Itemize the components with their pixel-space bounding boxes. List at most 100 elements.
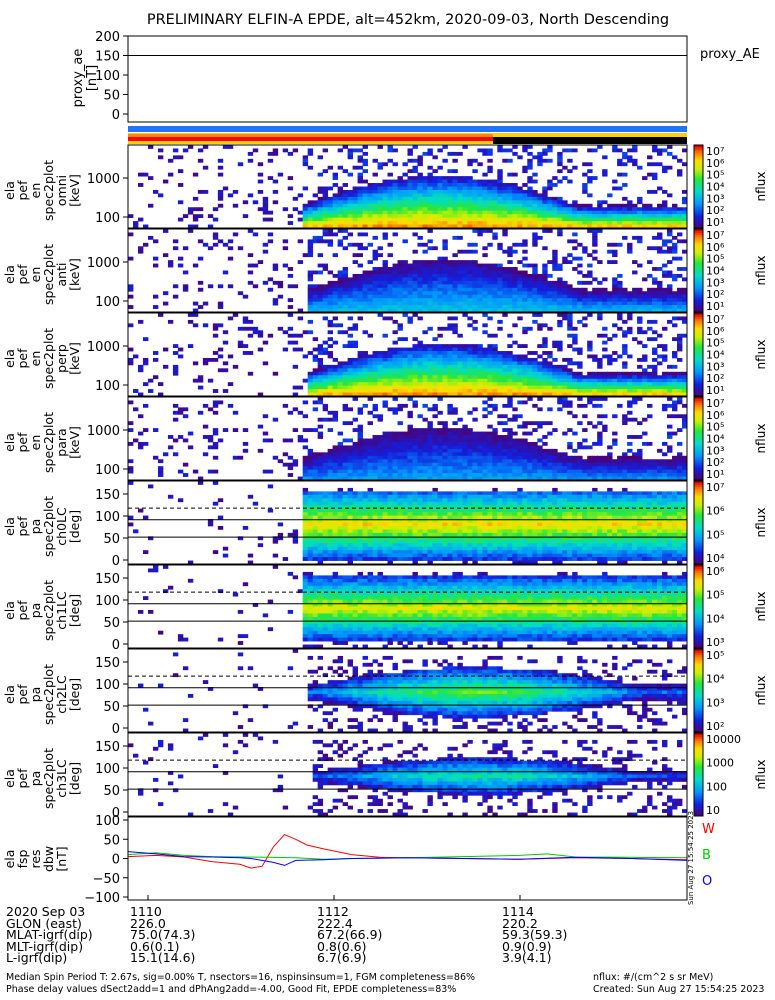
spectrogram-cell: [442, 469, 448, 474]
spectrogram-cell: [382, 452, 388, 457]
spectrogram-cell: [637, 308, 643, 313]
spectrogram-cell: [607, 466, 613, 471]
spectrogram-cell: [332, 452, 339, 457]
spectrogram-cell: [602, 207, 608, 212]
spectrogram-cell: [532, 294, 538, 299]
spectrogram-cell: [397, 357, 403, 362]
spectrogram-cell: [372, 287, 378, 292]
spectrogram-cell: [552, 469, 558, 474]
spectrogram-cell: [282, 330, 289, 335]
spectrogram-cell: [472, 301, 478, 306]
spectrogram-cell: [557, 397, 563, 401]
spectrogram-cell: [592, 392, 598, 397]
spectrogram-cell: [487, 364, 493, 369]
spectrogram-cell: [647, 189, 653, 194]
spectrogram-cell: [647, 294, 653, 299]
spectrogram-cell: [152, 428, 159, 432]
spectrogram-cell: [487, 448, 493, 453]
spectrogram-cell: [447, 207, 453, 212]
spectrogram-cell: [357, 305, 363, 309]
spectrogram-cell: [362, 145, 368, 149]
spectrogram-cell: [497, 441, 503, 446]
spectrogram-cell: [522, 210, 528, 215]
spectrogram-cell: [357, 375, 363, 380]
spectrogram-cell: [402, 357, 408, 362]
spectrogram-cell: [667, 249, 673, 254]
spectrogram-cell: [412, 455, 418, 460]
spectrogram-cell: [667, 435, 673, 439]
spectrogram-cell: [592, 354, 598, 359]
spectrogram-cell: [442, 448, 448, 453]
spectrogram-cell: [577, 455, 583, 460]
spectrogram-cell: [382, 210, 388, 215]
spectrogram-cell: [507, 277, 513, 282]
spectrogram-cell: [197, 481, 204, 485]
spectrogram-cell: [677, 308, 683, 313]
spectrogram-cell: [417, 378, 423, 383]
spectrogram-cell: [452, 323, 458, 328]
spectrogram-cell: [602, 397, 608, 401]
spectrogram-cell: [517, 452, 523, 457]
spectrogram-cell: [452, 294, 458, 299]
spectrogram-cell: [387, 172, 393, 177]
spectrogram-cell: [527, 145, 533, 149]
spectrogram-cell: [437, 210, 443, 215]
spectrogram-cell: [212, 481, 219, 485]
spectrogram-cell: [492, 364, 498, 369]
spectrogram-cell: [577, 382, 583, 387]
spectrogram-cell: [392, 368, 398, 373]
spectrogram-cell: [377, 270, 383, 275]
colorbar-tick-label: 10²: [706, 456, 724, 469]
spectrogram-cell: [512, 189, 518, 194]
spectrogram-cell: [197, 378, 204, 383]
spectrogram-cell: [397, 431, 403, 436]
spectrogram-cell: [562, 148, 568, 153]
spectrogram-cell: [452, 196, 458, 201]
spectrogram-cell: [442, 364, 448, 369]
spectrogram-cell: [402, 203, 408, 208]
spectrogram-cell: [207, 357, 214, 362]
spectrogram-cell: [552, 301, 558, 306]
spectrogram-cell: [627, 294, 633, 299]
spectrogram-cell: [352, 217, 358, 222]
spectrogram-cell: [382, 260, 388, 264]
spectrogram-cell: [432, 273, 438, 278]
spectrogram-cell: [327, 239, 334, 244]
spectrogram-cell: [472, 284, 478, 289]
spectrogram-cell: [552, 382, 558, 387]
spectrogram-cell: [532, 308, 538, 313]
spectrogram-cell: [642, 389, 648, 393]
spectrogram-cell: [567, 207, 573, 212]
spectrogram-cell: [482, 400, 488, 405]
spectrogram-cell: [462, 193, 468, 198]
spectrogram-cell: [432, 361, 438, 366]
spectrogram-cell: [422, 403, 428, 408]
spectrogram-cell: [542, 277, 548, 282]
spectrogram-cell: [437, 469, 443, 474]
spectrogram-cell: [542, 364, 548, 369]
spectrogram-cell: [417, 351, 423, 355]
spectrogram-cell: [172, 284, 179, 289]
spectrogram-cell: [317, 308, 324, 313]
spectrogram-cell: [417, 476, 423, 481]
spectrogram-cell: [597, 301, 603, 306]
spectrogram-cell: [427, 151, 433, 156]
ytick-label: 100: [95, 295, 120, 310]
ylabel-line: ela: [2, 433, 17, 452]
spectrogram-cell: [137, 319, 144, 324]
spectrogram-cell: [402, 368, 408, 373]
spectrogram-cell: [517, 280, 523, 285]
spectrogram-cell: [367, 466, 373, 471]
spectrogram-cell: [527, 224, 533, 229]
spectrogram-cell: [352, 298, 358, 303]
spectrogram-cell: [212, 431, 219, 436]
spectrogram-cell: [617, 224, 623, 229]
spectrogram-cell: [442, 375, 448, 380]
spectrogram-cell: [317, 397, 324, 401]
spectrogram-cell: [467, 466, 473, 471]
spectrogram-cell: [567, 203, 573, 208]
spectrogram-cell: [312, 476, 319, 481]
spectrogram-cell: [222, 145, 229, 149]
spectrogram-cell: [517, 469, 523, 474]
spectrogram-cell: [317, 189, 324, 194]
